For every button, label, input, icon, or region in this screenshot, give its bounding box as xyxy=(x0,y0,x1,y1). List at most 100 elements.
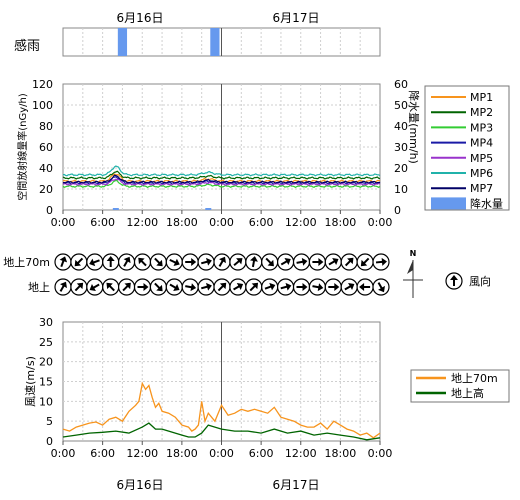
wind-arrow-icon xyxy=(54,278,72,296)
precip-y-tick-label: 60 xyxy=(394,78,408,91)
dose-x-tick-label: 12:00 xyxy=(126,216,158,229)
rain-detected-bar-1 xyxy=(210,28,220,56)
dose-x-tick-label: 12:00 xyxy=(285,216,317,229)
wind-arrow-icon xyxy=(324,278,342,296)
rain-detected-bar-0 xyxy=(117,28,128,56)
wind-arrow-icon xyxy=(197,253,215,271)
speed-x-tick-label: 18:00 xyxy=(325,447,357,460)
north-label: N xyxy=(410,249,417,258)
wind-arrow-icon xyxy=(356,253,374,271)
speed-legend-label-1: 地上高 xyxy=(451,386,484,400)
legend-label-mp2: MP2 xyxy=(470,106,493,119)
wind-arrow-icon xyxy=(261,278,279,296)
dose-x-tick-label: 18:00 xyxy=(325,216,357,229)
wind-arrow-icon xyxy=(149,253,167,271)
wind-arrow-icon xyxy=(117,253,136,271)
speed-y-tick-label: 10 xyxy=(39,395,53,408)
dose-x-tick-label: 18:00 xyxy=(166,216,198,229)
speed-x-tick-label: 0:00 xyxy=(51,447,76,460)
wind-arrow-icon xyxy=(86,278,104,296)
wind-arrow-icon xyxy=(54,253,72,271)
bottom-date-day2: 6月17日 xyxy=(273,478,320,492)
dose-series-mp7 xyxy=(62,174,380,184)
speed-y-tick-label: 5 xyxy=(46,415,53,428)
speed-y-axis-title: 風速(m/s) xyxy=(24,356,37,407)
wind-arrow-icon xyxy=(149,278,167,296)
speed-x-tick-label: 12:00 xyxy=(285,447,317,460)
wind-arrow-icon xyxy=(70,253,88,271)
precip-y-tick-label: 40 xyxy=(394,120,408,133)
wind-arrow-icon xyxy=(213,253,231,271)
wind-legend-arrow-icon xyxy=(445,272,463,290)
speed-series-1 xyxy=(62,422,381,441)
precip-y-tick-label: 10 xyxy=(394,183,408,196)
rain-strip-label: 感雨 xyxy=(14,38,40,54)
wind-arrow-icon xyxy=(133,278,152,296)
wind-arrow-icon xyxy=(86,253,104,271)
wind-arrow-icon xyxy=(165,253,183,271)
wind-arrow-icon xyxy=(292,253,311,271)
speed-legend-label-0: 地上70m xyxy=(451,372,498,385)
legend-swatch-precipitation xyxy=(431,197,466,210)
rain-strip xyxy=(62,27,381,57)
dose-y-tick-label: 120 xyxy=(32,78,53,91)
dose-y-tick-label: 0 xyxy=(46,204,53,217)
wind-arrow-icon xyxy=(229,278,247,296)
wind-arrow-icon xyxy=(102,253,120,271)
wind-arrow-icon xyxy=(181,253,199,271)
wind-arrow-icon xyxy=(277,278,295,296)
dose-x-tick-label: 0:00 xyxy=(209,216,234,229)
precip-y-tick-label: 30 xyxy=(394,141,408,154)
wind-arrow-icon xyxy=(245,278,263,296)
speed-y-tick-label: 20 xyxy=(39,356,53,369)
wind-arrow-icon xyxy=(181,278,199,296)
speed-x-tick-label: 6:00 xyxy=(249,447,274,460)
wind-arrow-icon xyxy=(308,253,326,271)
legend-label-precipitation: 降水量 xyxy=(470,196,503,210)
dose-y-tick-label: 20 xyxy=(39,183,53,196)
top-date-day2: 6月17日 xyxy=(273,11,320,25)
dose-x-tick-label: 6:00 xyxy=(90,216,115,229)
dose-series-mp3 xyxy=(62,179,381,189)
wind-arrow-icon xyxy=(165,278,183,296)
wind-arrow-icon xyxy=(292,278,311,296)
speed-x-tick-label: 6:00 xyxy=(90,447,115,460)
speed-y-tick-label: 30 xyxy=(39,316,53,329)
wind-arrow-icon xyxy=(70,278,88,296)
legend-label-mp3: MP3 xyxy=(470,121,493,134)
wind-arrow-icon xyxy=(324,253,342,271)
wind-arrow-icon xyxy=(117,278,136,296)
wind-legend-label: 風向 xyxy=(469,274,491,288)
wind-arrow-icon xyxy=(229,253,247,271)
dose-y-tick-label: 40 xyxy=(39,162,53,175)
wind-arrow-icon xyxy=(277,253,295,271)
wind-arrow-icon xyxy=(245,253,263,271)
wind-direction-panel: 地上70m 地上 N 風向 xyxy=(3,249,491,298)
dose-x-tick-label: 0:00 xyxy=(51,216,76,229)
wind-arrow-icon xyxy=(340,278,358,296)
dose-y-tick-label: 60 xyxy=(39,141,53,154)
dose-y-tick-label: 80 xyxy=(39,120,53,133)
dose-x-tick-label: 6:00 xyxy=(249,216,274,229)
dose-y-axis-title: 空間放射線量率(nGy/h) xyxy=(16,93,29,201)
wind-arrow-icon xyxy=(372,278,390,296)
legend-label-mp4: MP4 xyxy=(470,137,493,150)
wind-arrow-icon xyxy=(133,253,152,271)
wind-row-label-1: 地上 xyxy=(28,281,50,294)
speed-y-tick-label: 15 xyxy=(39,376,53,389)
precip-bar-1 xyxy=(205,208,212,210)
precip-y-tick-label: 20 xyxy=(394,162,408,175)
legend-label-mp1: MP1 xyxy=(470,91,493,104)
wind-arrow-icon xyxy=(102,278,120,296)
dose-series-mp5 xyxy=(62,178,381,187)
wind-arrow-icon xyxy=(372,253,390,271)
precip-y-axis-title: 降水量(mm/h) xyxy=(407,90,421,164)
wind-arrow-icon xyxy=(356,278,374,296)
speed-y-tick-label: 0 xyxy=(46,435,53,448)
speed-x-tick-label: 12:00 xyxy=(126,447,158,460)
dose-legend-frame xyxy=(424,85,510,211)
